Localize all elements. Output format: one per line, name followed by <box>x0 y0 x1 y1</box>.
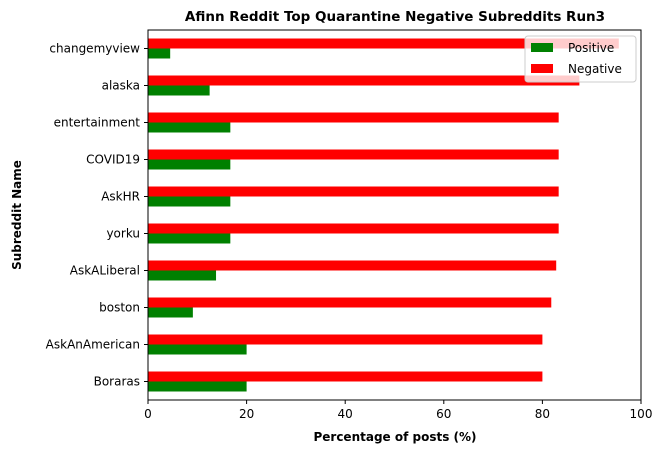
bar-negative-yorku <box>148 223 559 234</box>
y-tick-label: boston <box>99 301 140 315</box>
x-tick-label: 80 <box>535 407 550 421</box>
x-axis: 0 20 40 60 80 100 <box>144 400 652 421</box>
bar-negative-entertainment <box>148 112 559 123</box>
x-tick-label: 100 <box>630 407 653 421</box>
bar-positive-boraras <box>148 381 247 392</box>
legend-swatch-negative <box>531 64 553 73</box>
y-tick-label: AskALiberal <box>70 264 140 278</box>
x-tick-label: 20 <box>239 407 254 421</box>
y-tick-label: changemyview <box>49 42 140 56</box>
y-axis: Boraras AskAnAmerican boston AskALiberal yor… <box>46 42 148 389</box>
bar-positive-askaliberal <box>148 270 217 281</box>
plot-frame <box>147 29 642 401</box>
legend-swatch-positive <box>531 43 553 52</box>
x-tick-label: 40 <box>338 407 353 421</box>
bar-negative-askhr <box>148 186 559 197</box>
bar-positive-alaska <box>148 85 210 96</box>
y-tick-label: Boraras <box>94 375 140 389</box>
y-tick-label: entertainment <box>54 116 141 130</box>
bar-positive-askanamerican <box>148 344 247 355</box>
bar-negative-changemyview <box>148 38 619 49</box>
x-axis-label: Percentage of posts (%) <box>313 430 476 444</box>
bar-positive-boston <box>148 307 193 318</box>
bars-layer <box>148 38 619 392</box>
x-tick-label: 0 <box>144 407 152 421</box>
x-tick-label: 60 <box>436 407 451 421</box>
legend: Positive Negative <box>524 35 637 83</box>
bar-negative-alaska <box>148 75 580 86</box>
bar-negative-boston <box>148 297 552 308</box>
y-tick-label: COVID19 <box>86 153 140 167</box>
chart-title: Afinn Reddit Top Quarantine Negative Sub… <box>185 9 605 25</box>
bar-negative-askaliberal <box>148 260 557 271</box>
y-tick-label: AskHR <box>101 190 140 204</box>
bar-negative-covid19 <box>148 149 559 160</box>
legend-label-negative: Negative <box>568 62 622 76</box>
bar-negative-boraras <box>148 371 543 382</box>
legend-label-positive: Positive <box>568 41 614 55</box>
bar-positive-changemyview <box>148 48 171 59</box>
y-tick-label: AskAnAmerican <box>46 338 140 352</box>
bar-positive-entertainment <box>148 122 231 133</box>
y-axis-label: Subreddit Name <box>10 160 24 270</box>
bar-positive-yorku <box>148 233 231 244</box>
y-tick-label: alaska <box>102 79 140 93</box>
bar-positive-askhr <box>148 196 231 207</box>
bar-negative-askanamerican <box>148 334 543 345</box>
y-tick-label: yorku <box>106 227 140 241</box>
bar-positive-covid19 <box>148 159 231 170</box>
